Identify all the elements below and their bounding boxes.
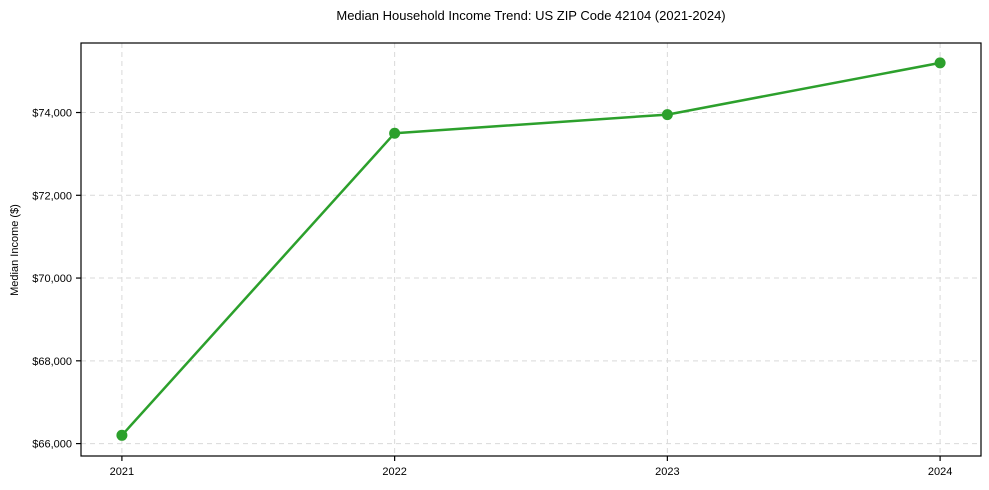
x-tick-label: 2024 (928, 466, 952, 478)
y-tick-label: $70,000 (32, 273, 72, 285)
y-tick-label: $66,000 (32, 439, 72, 451)
data-point-2022 (389, 127, 401, 139)
data-point-2021 (116, 429, 128, 441)
y-tick-label: $68,000 (32, 356, 72, 368)
data-point-2024 (934, 57, 946, 69)
trend-line (120, 61, 942, 437)
x-tick-label: 2021 (110, 466, 134, 478)
x-tick-label: 2022 (382, 466, 406, 478)
y-tick-label: $72,000 (32, 190, 72, 202)
x-tick-label: 2023 (655, 466, 679, 478)
chart-title: Median Household Income Trend: US ZIP Co… (336, 8, 726, 23)
plot-border (80, 42, 982, 457)
data-point-2023 (661, 109, 673, 121)
y-axis-label: Median Income ($) (9, 204, 21, 296)
y-tick-label: $74,000 (32, 108, 72, 120)
